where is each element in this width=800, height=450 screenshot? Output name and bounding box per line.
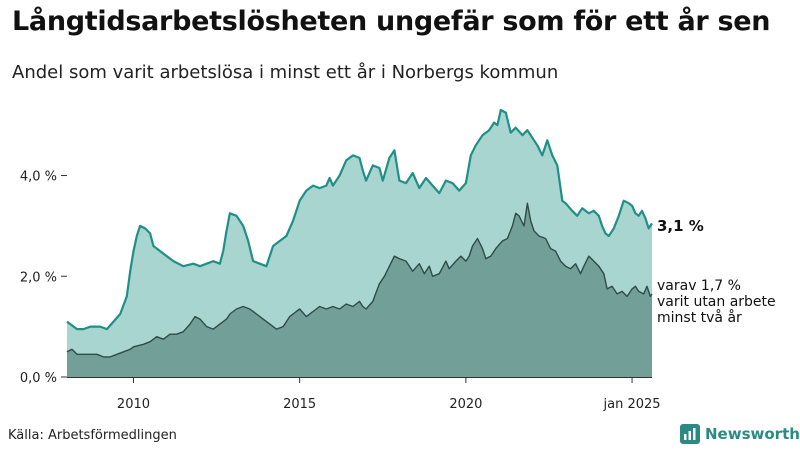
long-term-unemployed-line (66, 202, 653, 358)
long-term-unemployed-area (67, 203, 652, 377)
y-tick-label: 4,0 % (20, 170, 57, 185)
newsworthy-logo-icon (680, 424, 700, 444)
y-tick-label: 0,0 % (20, 371, 57, 386)
y-axis-ticks: 0,0 % 2,0 % 4,0 % (20, 170, 67, 386)
end-label-long-line-1: varav 1,7 % (657, 278, 741, 294)
end-label-long-line-2: varit utan arbete (657, 294, 776, 310)
end-label-total: 3,1 % (657, 217, 704, 235)
total-unemployed-line (66, 108, 653, 331)
x-tick-label: 2020 (449, 397, 482, 412)
chart-subtitle: Andel som varit arbetslösa i minst ett å… (12, 62, 559, 83)
brand-name: Newsworthy (705, 425, 800, 443)
x-tick-label: 2010 (117, 397, 150, 412)
end-label-long-line-3: minst två år (657, 309, 742, 326)
x-tick-label: 2015 (283, 397, 316, 412)
x-axis-ticks: 2010 2015 2020 jan 2025 (117, 377, 661, 412)
brand-logo: Newsworthy (680, 424, 800, 444)
source-note: Källa: Arbetsförmedlingen (8, 428, 177, 443)
chart-title: Långtidsarbetslösheten ungefär som för e… (12, 6, 771, 37)
y-tick-label: 2,0 % (20, 270, 57, 285)
x-tick-label: jan 2025 (603, 397, 661, 412)
